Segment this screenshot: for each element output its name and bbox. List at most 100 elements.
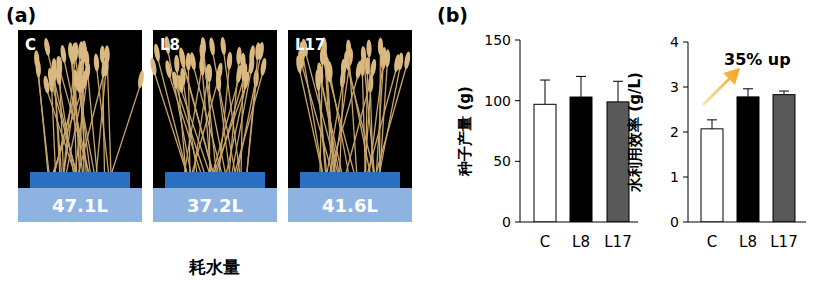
water-label: 41.6L [322, 195, 378, 216]
ear [60, 45, 68, 64]
error-line [618, 81, 619, 102]
error-bar [707, 120, 717, 129]
ear [149, 57, 157, 76]
caption: 耗水量 [188, 257, 240, 277]
ear [369, 59, 377, 78]
y-axis-label: 水利用效率 (g/L) [626, 72, 644, 193]
error-line [545, 80, 546, 104]
y-tick [515, 222, 520, 223]
ear [366, 39, 372, 57]
ear [47, 68, 55, 87]
y-tick-label: 4 [670, 34, 679, 50]
ear [207, 64, 212, 82]
label-strip [288, 188, 412, 222]
ear [403, 51, 411, 70]
ear [186, 53, 191, 71]
water-label: 37.2L [187, 195, 243, 216]
y-tick-label: 50 [493, 153, 511, 169]
stalk [203, 74, 212, 178]
y-tick [515, 40, 520, 41]
photo-label: C [25, 36, 36, 54]
stalk [177, 71, 186, 178]
ear [355, 61, 363, 80]
error-cap [707, 119, 717, 120]
annotation-arrow [702, 68, 740, 106]
error-cap [613, 81, 623, 82]
photo-background [153, 30, 277, 190]
pot [30, 172, 130, 190]
chart: CL8L1701234水利用效率 (g/L)35% up [626, 34, 806, 251]
ear [174, 55, 180, 73]
stalk [37, 66, 49, 178]
ear [393, 54, 401, 73]
stalk [345, 75, 373, 178]
bar [737, 97, 759, 222]
y-tick [683, 222, 688, 223]
stalk [191, 78, 219, 178]
ear [43, 38, 51, 57]
ear [226, 52, 232, 70]
stalk [47, 92, 76, 178]
stalk [96, 74, 106, 178]
ear [325, 64, 333, 83]
x-tick-label: L8 [572, 233, 590, 251]
ear [315, 73, 321, 91]
water-label: 47.1L [52, 195, 108, 216]
stalk [236, 58, 260, 178]
x-tick-label: C [540, 233, 550, 251]
ear [255, 42, 261, 60]
panel-label: (a) [6, 4, 36, 26]
stalk [246, 58, 257, 178]
stalk [155, 73, 189, 178]
stalk [219, 68, 230, 178]
y-tick [683, 132, 688, 133]
stalk [79, 90, 95, 178]
error-bar [540, 80, 550, 104]
stalk [349, 55, 357, 178]
y-tick-label: 3 [670, 79, 679, 95]
annotation: 35% up [724, 50, 791, 69]
x-tick-label: C [707, 233, 717, 251]
chart: C L8 L17 0 50 100 150 种子产量 (g) [456, 32, 638, 251]
ear [216, 62, 224, 81]
error-line [784, 91, 785, 95]
y-tick-label: 1 [670, 169, 679, 185]
stalk [364, 62, 375, 178]
ear [77, 41, 84, 59]
panel-label: (b) [437, 4, 468, 26]
stalk [107, 61, 111, 178]
ear [200, 37, 206, 55]
y-tick [683, 87, 688, 88]
x-tick-label: L17 [604, 233, 631, 251]
bars [534, 76, 629, 222]
x-axis [520, 222, 638, 223]
label-strip [18, 188, 142, 222]
stalk [339, 75, 343, 178]
arrow [702, 68, 740, 106]
bars [701, 89, 795, 222]
y-axis-label: 种子产量 (g) [456, 86, 474, 177]
y-axis [520, 40, 521, 222]
bar [701, 129, 723, 222]
photo: L837.2L [149, 30, 277, 222]
x-axis [688, 222, 806, 223]
error-cap [576, 76, 586, 77]
photo-background [288, 30, 412, 190]
ear [70, 47, 76, 65]
error-cap [743, 88, 753, 89]
stalk [77, 75, 103, 178]
y-tick-label: 0 [502, 214, 511, 230]
stalk [54, 79, 61, 178]
stalk [97, 70, 109, 178]
error-bar [613, 81, 623, 102]
ear [360, 46, 366, 64]
stalk [375, 67, 406, 178]
stalk [215, 79, 243, 178]
y-tick-label: 150 [484, 32, 511, 48]
pot [165, 172, 265, 190]
y-tick-label: 100 [484, 93, 511, 109]
ear [81, 70, 88, 88]
photo: C 47.1L [18, 30, 145, 222]
x-tick-label: L17 [770, 233, 797, 251]
stalk [64, 61, 89, 178]
